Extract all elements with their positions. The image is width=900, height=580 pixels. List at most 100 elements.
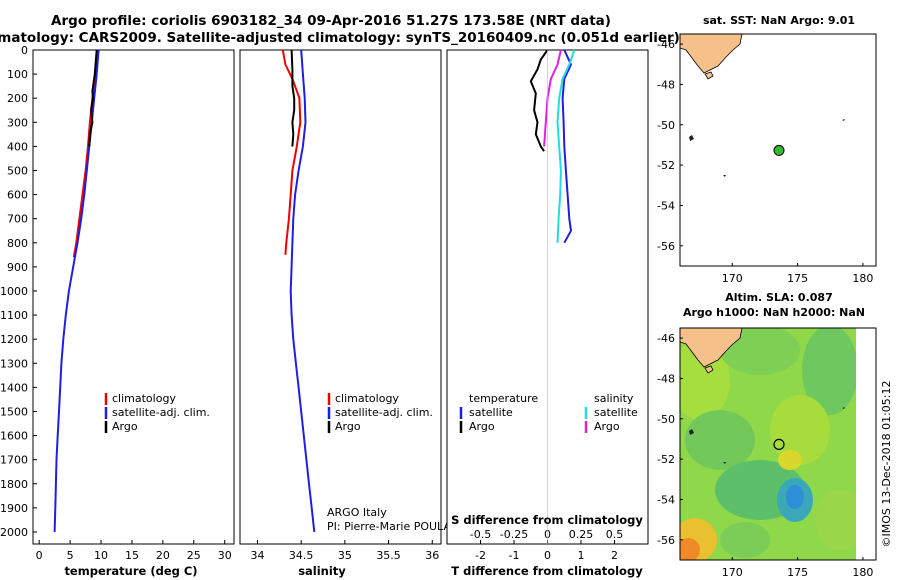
x-tick-label: 34.5: [289, 549, 314, 562]
temperature-axes-frame: [32, 49, 235, 545]
sla-lat-tick-labels: -46 -48 -50 -52 -54 -56: [657, 332, 683, 547]
sla-field: [680, 328, 856, 560]
difference-profiles: [529, 49, 576, 544]
s-diff-tick-label: -0.25: [500, 528, 528, 541]
depth-tick-label: 0: [21, 44, 28, 57]
depth-tick-label: 1000: [0, 285, 28, 298]
lat-tick-label: -46: [657, 38, 675, 51]
legend-s-argo-label: Argo: [594, 420, 620, 433]
salinity-panel: 34 34.5 35 35.5 36 salinity climatology sate…: [239, 49, 462, 578]
x-tick-label: 1: [578, 549, 585, 562]
lat-tick-label: -56: [657, 534, 675, 547]
lat-tick-label: -48: [657, 372, 675, 385]
sst-map: sat. SST: NaN Argo: 9.01 -46 -48 -50 -52 -54…: [657, 14, 877, 285]
x-tick-label: 20: [156, 549, 170, 562]
depth-tick-label: 1900: [0, 502, 28, 515]
series-t-satellite: [561, 49, 572, 244]
legend-climatology-label: climatology: [112, 392, 176, 405]
legend-argo-label: Argo: [112, 420, 138, 433]
x-tick-label: 25: [187, 549, 201, 562]
s-diff-tick-label: -0.5: [470, 528, 491, 541]
x-tick-label: -2: [475, 549, 486, 562]
temperature-profiles: [53, 49, 100, 533]
depth-tick-labels: 0 100 200 300 400 500 600 700 800 900 1000 1100 1200…: [0, 44, 451, 539]
salinity-profiles: [281, 49, 316, 533]
salinity-x-label: salinity: [298, 564, 346, 578]
x-tick-label: 5: [67, 549, 74, 562]
depth-tick-label: 500: [7, 164, 28, 177]
salinity-tick-labels: 34 34.5 35 35.5 36: [250, 540, 439, 562]
salinity-axes-frame: [239, 49, 442, 545]
x-tick-label: 10: [94, 549, 108, 562]
sla-lon-tick-labels: 170 175 180: [722, 557, 873, 579]
depth-tick-label: 700: [7, 213, 28, 226]
salinity-legend: climatology satellite-adj. clim. Argo: [327, 392, 433, 433]
depth-tick-label: 800: [7, 237, 28, 250]
imos-watermark: ©IMOS 13-Dec-2018 01:05:12: [880, 381, 893, 548]
sla-map-frame: [679, 327, 877, 561]
series-s-satellite: [556, 49, 576, 243]
lat-tick-label: -54: [657, 493, 675, 506]
legend-s-satellite-label: satellite: [594, 406, 638, 419]
depth-tick-label: 100: [7, 68, 28, 81]
institution-annotation: ARGO Italy: [327, 506, 387, 519]
x-tick-label: 34: [250, 549, 264, 562]
lon-tick-label: 180: [852, 272, 873, 285]
lon-tick-label: 175: [787, 272, 808, 285]
series-argo: [290, 49, 296, 147]
sla-map-title1: Altim. SLA: 0.087: [725, 291, 832, 304]
pi-annotation: PI: Pierre-Marie POULAIN: [327, 520, 462, 533]
lat-tick-label: -52: [657, 159, 675, 172]
stewart-island-coastline: [704, 71, 714, 80]
figure-title-line2: Climatology: CARS2009. Satellite-adjuste…: [0, 30, 680, 46]
sst-map-frame: [679, 33, 877, 267]
depth-tick-label: 900: [7, 261, 28, 274]
depth-tick-label: 2000: [0, 526, 28, 539]
lat-tick-label: -48: [657, 78, 675, 91]
lat-tick-label: -54: [657, 199, 675, 212]
figure-title-line1: Argo profile: coriolis 6903182_34 09-Apr…: [51, 13, 611, 29]
x-tick-label: 30: [218, 549, 232, 562]
s-diff-tick-label: 0.5: [606, 528, 624, 541]
temperature-panel: 0100200300400500600700800900100011001200…: [0, 44, 451, 578]
x-tick-label: 35.5: [376, 549, 401, 562]
float-position-ring: [773, 438, 785, 450]
sla-map-title2: Argo h1000: NaN h2000: NaN: [683, 306, 865, 319]
campbell-island: [723, 175, 726, 177]
difference-legend: temperature salinity satellite Argo sate…: [459, 392, 638, 433]
x-tick-label: 15: [125, 549, 139, 562]
depth-tick-label: 1300: [0, 357, 28, 370]
float-position-marker: [773, 144, 785, 156]
x-tick-label: 0: [544, 549, 551, 562]
x-tick-label: 36: [425, 549, 439, 562]
lon-tick-label: 175: [787, 566, 808, 579]
lat-tick-label: -46: [657, 332, 675, 345]
sst-map-title: sat. SST: NaN Argo: 9.01: [703, 14, 855, 27]
legend-t-argo-label: Argo: [469, 420, 495, 433]
difference-panel: -2 -1 0 1 2 -0.5 -0.25 0 0.25 0.5 S difference f…: [446, 49, 649, 578]
depth-tick-label: 400: [7, 140, 28, 153]
depth-tick-label: 1700: [0, 454, 28, 467]
small-island: [842, 119, 845, 121]
lat-tick-label: -50: [657, 119, 675, 132]
lat-tick-label: -50: [657, 413, 675, 426]
new-zealand-coastline: [680, 34, 743, 74]
x-tick-label: 0: [36, 549, 43, 562]
legend-climatology-label: climatology: [335, 392, 399, 405]
lon-tick-label: 170: [722, 272, 743, 285]
depth-tick-label: 300: [7, 116, 28, 129]
temperature-tick-labels: 0 5 10 15 20 25 30: [36, 540, 232, 562]
depth-tick-label: 600: [7, 189, 28, 202]
sst-lon-tick-labels: 170 175 180: [722, 263, 873, 285]
legend-satellite-label: satellite-adj. clim.: [112, 406, 210, 419]
lon-tick-label: 170: [722, 566, 743, 579]
depth-tick-label: 1800: [0, 478, 28, 491]
x-tick-label: 2: [611, 549, 618, 562]
depth-tick-label: 1400: [0, 381, 28, 394]
temperature-x-label: temperature (deg C): [64, 564, 197, 578]
x-tick-label: 35: [338, 549, 352, 562]
sst-lat-tick-labels: -46 -48 -50 -52 -54 -56: [657, 38, 683, 253]
legend-t-satellite-label: satellite: [469, 406, 513, 419]
legend-satellite-label: satellite-adj. clim.: [335, 406, 433, 419]
lat-tick-label: -52: [657, 453, 675, 466]
